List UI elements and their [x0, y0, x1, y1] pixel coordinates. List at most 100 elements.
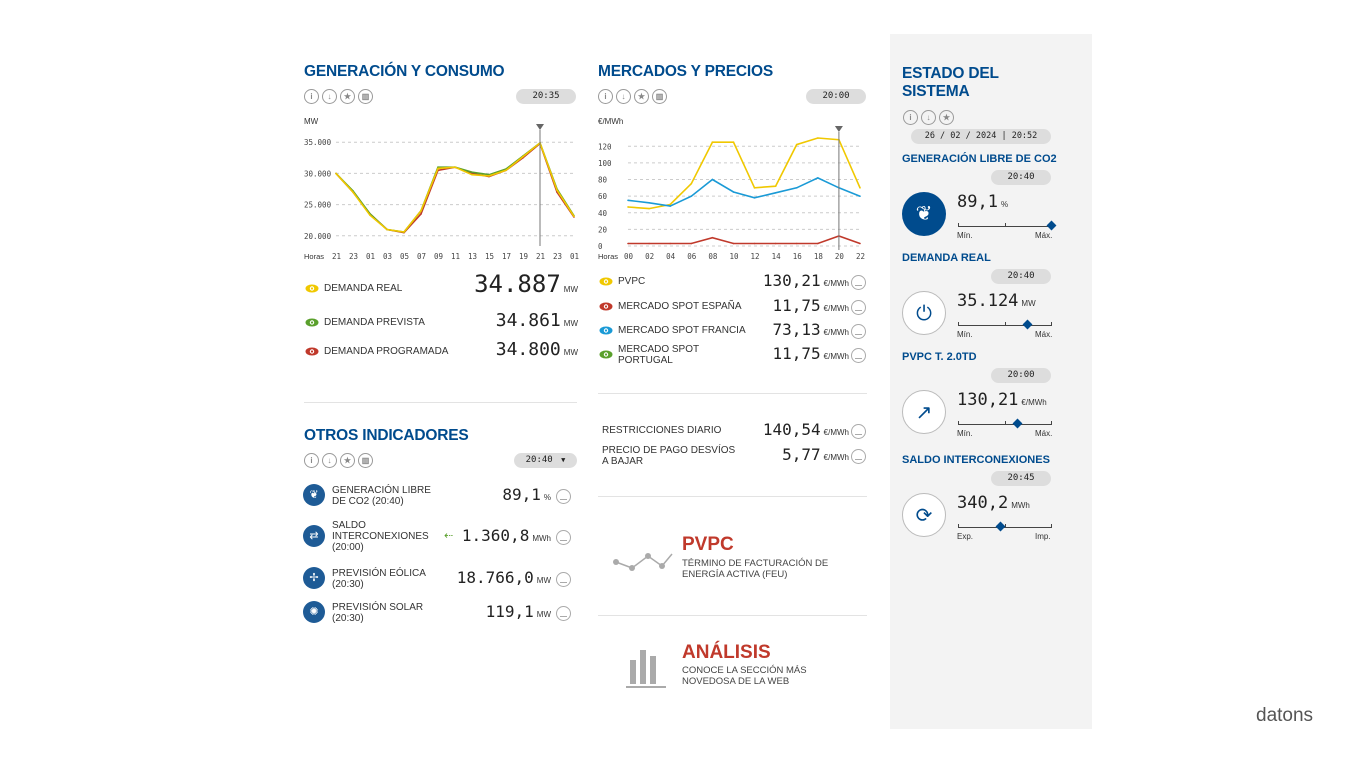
gauge-tick — [1005, 223, 1006, 227]
chart-icon[interactable]: ▥ — [358, 89, 373, 104]
trend-up-icon: ↗ — [902, 390, 946, 434]
info-icon[interactable]: i — [903, 110, 918, 125]
estado-item-unit: €/MWh — [1021, 398, 1047, 407]
estado-item-time: 20:00 — [991, 368, 1051, 383]
demanda-label: DEMANDA REAL — [324, 283, 403, 294]
star-icon[interactable]: ★ — [939, 110, 954, 125]
data-point — [859, 242, 861, 245]
star-icon[interactable]: ★ — [340, 453, 355, 468]
plug-icon: ⏻ — [902, 291, 946, 335]
analisis-promo-text[interactable]: CONOCE LA SECCIÓN MÁS NOVEDOSA DE LA WEB — [682, 665, 807, 687]
chart-icon[interactable]: ▥ — [652, 89, 667, 104]
estado-date: 26 / 02 / 2024 | 20:52 — [911, 129, 1051, 144]
info-icon[interactable]: i — [304, 89, 319, 104]
estado-title: ESTADO DEL SISTEMA — [902, 65, 999, 100]
x-tick-label: 01 — [570, 252, 579, 261]
chart-detail-icon[interactable] — [556, 606, 571, 621]
data-point — [859, 195, 861, 197]
info-icon[interactable]: i — [304, 453, 319, 468]
mercado-extra-number: 140,54 — [762, 420, 821, 439]
chart-detail-icon[interactable] — [556, 572, 571, 587]
estado-item-gauge — [958, 418, 1052, 429]
estado-sidebar — [890, 34, 1092, 729]
estado-item-number: 35.124 — [957, 291, 1019, 311]
gauge-tick — [1005, 322, 1006, 326]
data-point — [795, 242, 798, 245]
x-tick-label: 17 — [502, 252, 511, 261]
y-tick-label: 25.000 — [304, 201, 332, 210]
eye-icon[interactable] — [599, 277, 613, 286]
chart-detail-icon[interactable] — [851, 424, 866, 439]
y-tick-label: 40 — [598, 209, 608, 218]
gauge-min-label: Mín. — [957, 429, 973, 438]
data-point — [352, 191, 354, 193]
chart-detail-icon[interactable] — [851, 348, 866, 363]
x-tick-label: 13 — [468, 252, 477, 261]
time-marker-handle[interactable] — [834, 126, 843, 132]
x-tick-label: 20 — [835, 252, 845, 261]
eye-icon[interactable] — [599, 350, 613, 359]
star-icon[interactable]: ★ — [340, 89, 355, 104]
chart-icon[interactable]: ▥ — [358, 453, 373, 468]
mercados-tools: i ↓ ★ ▥ — [598, 89, 667, 104]
mercado-unit: €/MWh — [823, 304, 849, 313]
estado-item-value: 89,1% — [957, 192, 1008, 212]
data-point — [753, 242, 756, 245]
data-point — [774, 185, 777, 187]
gauge-max-label: Máx. — [1035, 231, 1053, 240]
data-point — [369, 214, 371, 216]
eye-icon[interactable] — [305, 318, 319, 327]
chart-detail-icon[interactable] — [851, 300, 866, 315]
analisis-promo-title[interactable]: ANÁLISIS — [682, 642, 771, 663]
time-marker-handle[interactable] — [536, 124, 544, 130]
leaf-icon: ❦ — [303, 484, 325, 506]
mercado-extra-value: 140,54 €/MWh — [763, 420, 849, 439]
mercados-time: 20:00 — [806, 89, 866, 104]
mercado-unit: €/MWh — [823, 352, 849, 361]
estado-item-title: PVPC T. 2.0TD — [902, 351, 977, 363]
estado-item-time: 20:45 — [991, 471, 1051, 486]
data-point — [420, 213, 422, 215]
y-tick-label: 0 — [598, 242, 603, 251]
gauge-min-label: Mín. — [957, 330, 973, 339]
mercado-label: MERCADO SPOT PORTUGAL — [618, 344, 699, 366]
gauge-tick — [958, 524, 959, 528]
otros-time-select[interactable]: 20:40 ▼ — [514, 453, 577, 468]
x-tick-label: 22 — [856, 252, 865, 261]
series-line — [335, 142, 575, 234]
chart-detail-icon[interactable] — [556, 530, 571, 545]
download-icon[interactable]: ↓ — [322, 89, 337, 104]
otros-number: 119,1 — [485, 602, 534, 621]
data-point — [420, 210, 422, 212]
x-tick-label: 02 — [645, 252, 654, 261]
eye-icon[interactable] — [305, 347, 319, 356]
download-icon[interactable]: ↓ — [921, 110, 936, 125]
data-point — [573, 215, 575, 218]
x-tick-label: 00 — [624, 252, 634, 261]
otros-number: 18.766,0 — [456, 568, 534, 587]
mercado-extra-number: 5,77 — [782, 445, 821, 464]
pvpc-promo-text[interactable]: TÉRMINO DE FACTURACIÓN DE ENERGÍA ACTIVA… — [682, 558, 829, 580]
info-icon[interactable]: i — [598, 89, 613, 104]
y-tick-label: 80 — [598, 176, 608, 185]
chart-detail-icon[interactable] — [851, 324, 866, 339]
download-icon[interactable]: ↓ — [322, 453, 337, 468]
eye-icon[interactable] — [599, 326, 613, 335]
data-point — [690, 195, 693, 197]
demanda-value: 34.800 MW — [496, 339, 578, 360]
data-point — [795, 143, 798, 146]
eye-icon[interactable] — [599, 302, 613, 311]
download-icon[interactable]: ↓ — [616, 89, 631, 104]
chart-detail-icon[interactable] — [556, 489, 571, 504]
otros-value: 119,1 MW — [486, 602, 551, 621]
data-point — [403, 231, 405, 233]
gauge-tick — [1051, 421, 1052, 425]
otros-label: PREVISIÓN EÓLICA (20:30) — [332, 568, 426, 590]
gauge-min-label: Mín. — [957, 231, 973, 240]
bar-chart-icon — [626, 650, 666, 688]
star-icon[interactable]: ★ — [634, 89, 649, 104]
eye-icon[interactable] — [305, 284, 319, 293]
chart-detail-icon[interactable] — [851, 449, 866, 464]
chart-detail-icon[interactable] — [851, 275, 866, 290]
pvpc-promo-title[interactable]: PVPC — [682, 534, 734, 555]
